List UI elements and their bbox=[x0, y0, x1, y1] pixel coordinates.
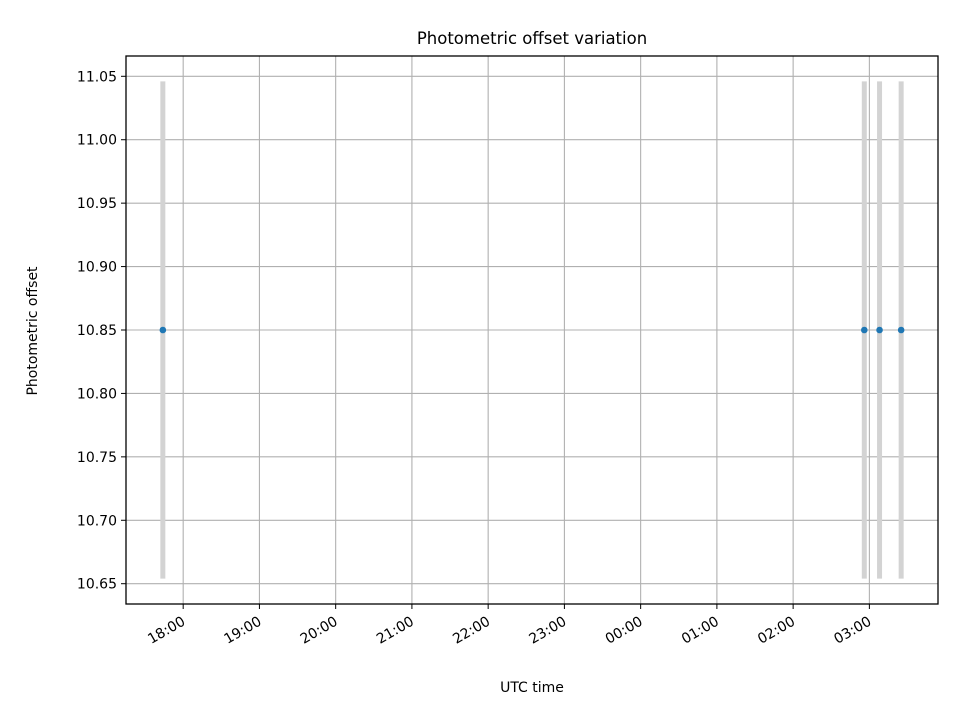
y-tick-label: 10.75 bbox=[77, 450, 117, 466]
y-tick-label: 10.85 bbox=[77, 323, 117, 339]
x-tick-label: 02:00 bbox=[755, 614, 798, 648]
data-point bbox=[876, 326, 883, 334]
x-tick-label: 18:00 bbox=[145, 614, 188, 648]
data-point bbox=[860, 326, 868, 334]
y-tick-label: 11.05 bbox=[77, 69, 117, 85]
data-point bbox=[159, 326, 167, 334]
y-tick-label: 10.70 bbox=[77, 513, 117, 529]
x-tick-label: 00:00 bbox=[603, 614, 646, 648]
x-tick-label: 23:00 bbox=[526, 614, 569, 648]
x-axis-label: UTC time bbox=[500, 680, 564, 696]
x-tick-label: 22:00 bbox=[450, 614, 493, 648]
data-point bbox=[897, 326, 905, 334]
plot-frame bbox=[125, 55, 939, 605]
chart-title: Photometric offset variation bbox=[417, 29, 647, 48]
y-tick-label: 10.95 bbox=[77, 196, 117, 212]
y-tick-label: 10.80 bbox=[77, 386, 117, 402]
y-tick-label: 11.00 bbox=[77, 133, 117, 149]
x-tick-label: 01:00 bbox=[679, 614, 722, 648]
x-tick-label: 03:00 bbox=[831, 614, 874, 648]
y-tick-label: 10.65 bbox=[77, 577, 117, 593]
y-axis-label: Photometric offset bbox=[25, 266, 41, 396]
x-tick-label: 21:00 bbox=[374, 614, 417, 648]
x-tick-label: 20:00 bbox=[298, 614, 341, 648]
x-tick-label: 19:00 bbox=[221, 614, 264, 648]
y-tick-label: 10.90 bbox=[77, 260, 117, 276]
